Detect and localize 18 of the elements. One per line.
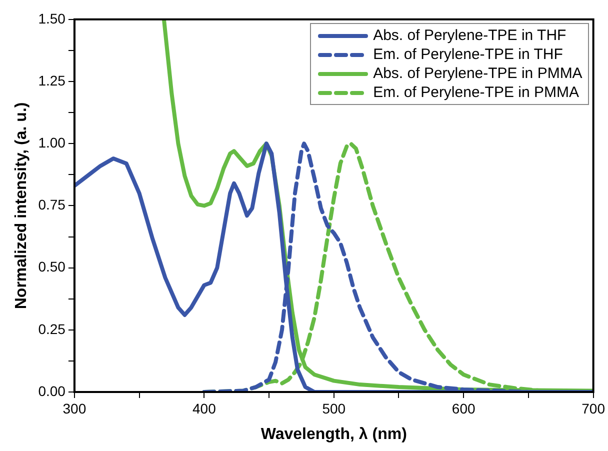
y-tick-label: 0.50 <box>38 258 66 275</box>
x-tick-label: 700 <box>582 400 606 416</box>
y-tick-label: 0.75 <box>38 196 66 213</box>
legend-label: Em. of Perylene-TPE in PMMA <box>373 83 579 102</box>
x-axis-title: Wavelength, λ (nm) <box>260 426 407 443</box>
y-tick-label: 1.50 <box>38 10 66 26</box>
legend-label: Abs. of Perylene-TPE in THF <box>373 26 566 46</box>
legend-label: Abs. of Perylene-TPE in PMMA <box>373 64 582 84</box>
x-tick-label: 300 <box>62 400 86 416</box>
y-tick-label: 0.25 <box>38 320 66 337</box>
y-tick-label: 1.25 <box>38 72 66 88</box>
y-tick-label: 1.00 <box>38 134 66 150</box>
x-tick-label: 600 <box>452 400 476 416</box>
y-axis-title: Normalized intensity, (a. u.) <box>13 102 30 310</box>
legend-label: Em. of Perylene-TPE in THF <box>373 45 563 64</box>
x-tick-label: 500 <box>322 400 346 416</box>
x-tick-label: 400 <box>192 400 216 416</box>
y-tick-label: 0.00 <box>38 382 66 399</box>
